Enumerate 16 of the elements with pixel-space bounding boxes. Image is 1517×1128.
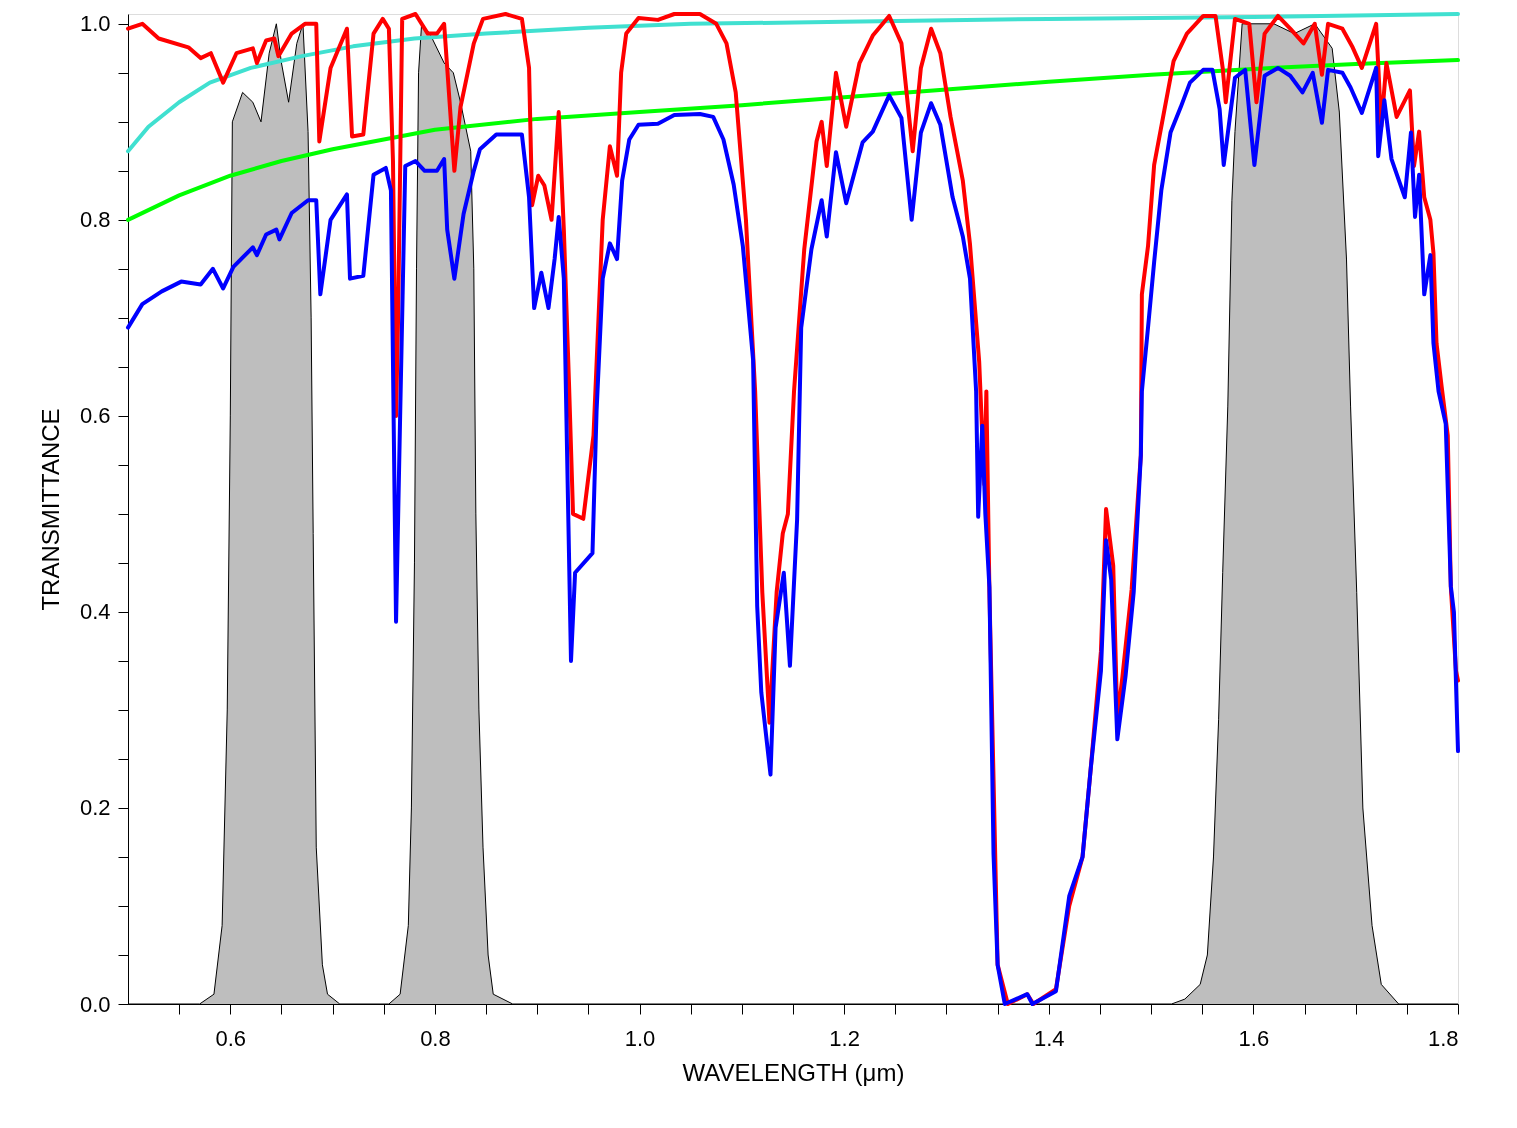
x-tick-label: 1.0 xyxy=(624,1025,656,1051)
y-tick-label: 0.6 xyxy=(79,403,111,429)
y-axis-title: TRANSMITTANCE xyxy=(36,408,64,611)
line-series xyxy=(126,12,1460,154)
x-tick-label: 1.2 xyxy=(829,1025,860,1051)
y-tick-label: 1.0 xyxy=(79,11,111,37)
y-tick-label: 0.4 xyxy=(79,599,111,625)
x-tick-label: 1.6 xyxy=(1238,1025,1270,1051)
y-tick-label: 0.0 xyxy=(79,991,111,1017)
x-tick-label: 0.8 xyxy=(420,1025,451,1051)
y-tick-label: 0.8 xyxy=(79,207,111,233)
y-tick-label: 0.2 xyxy=(79,795,111,821)
x-tick-label: 1.4 xyxy=(1033,1025,1065,1051)
x-tick-label: 1.8 xyxy=(1427,1025,1459,1051)
x-axis-title: WAVELENGTH (μm) xyxy=(682,1058,905,1086)
x-tick-label: 0.6 xyxy=(215,1025,247,1051)
